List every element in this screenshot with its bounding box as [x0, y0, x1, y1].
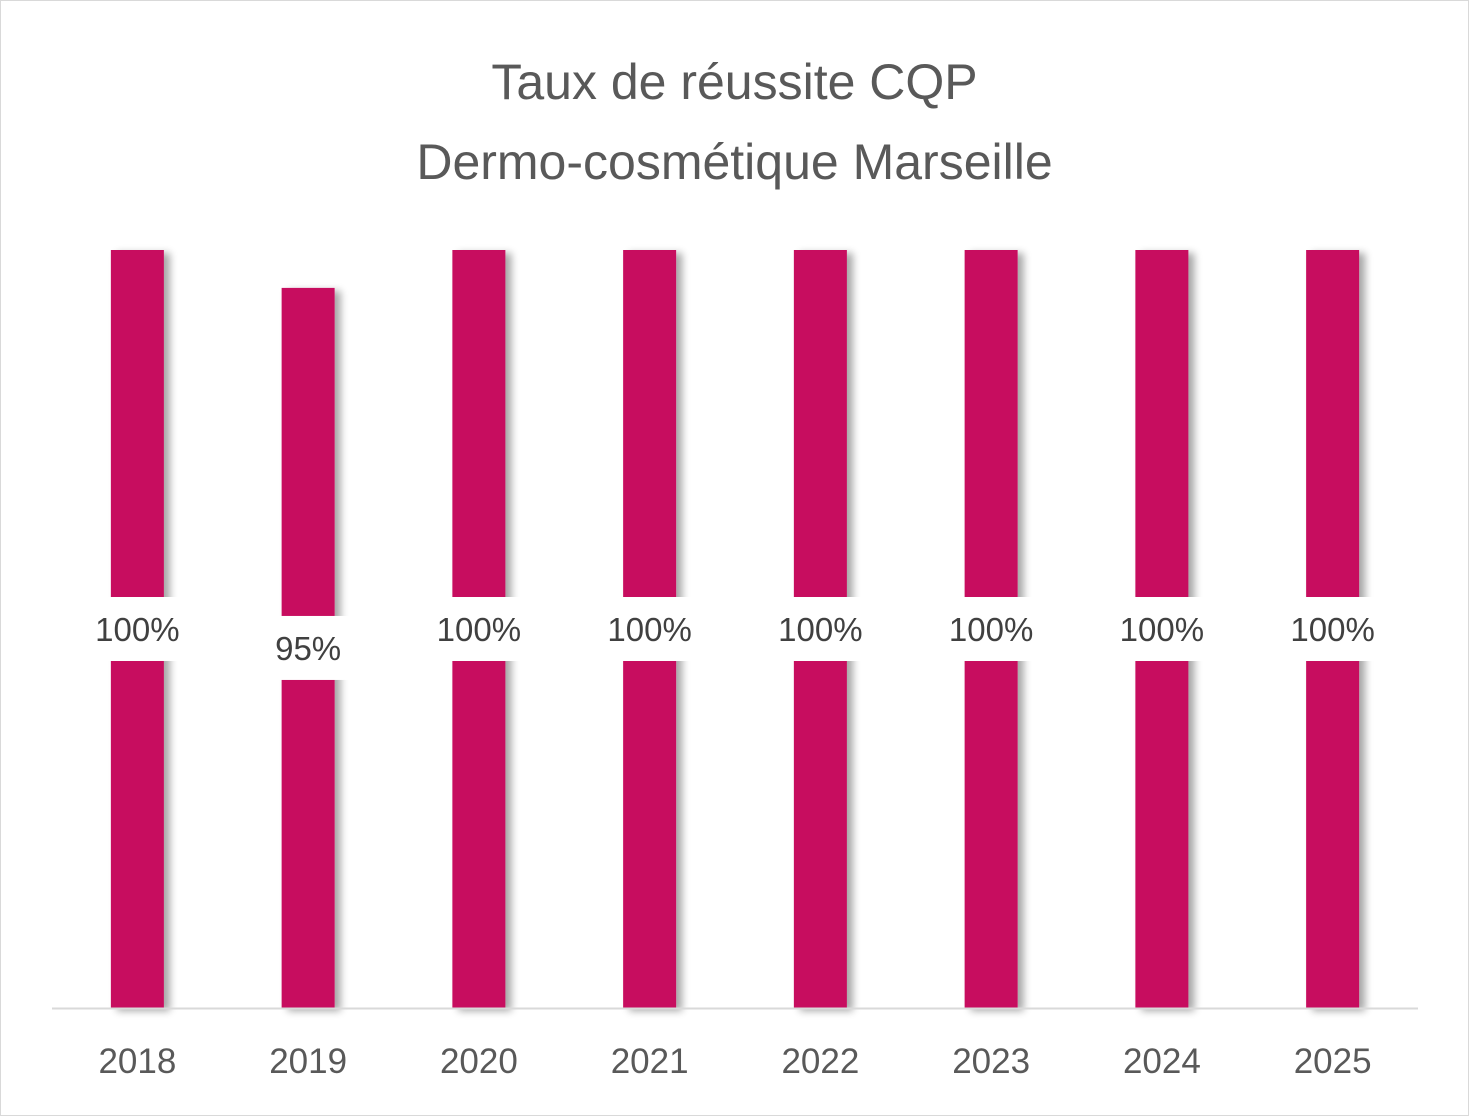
data-label-2022: 100%	[778, 611, 862, 648]
data-label-bg-2019	[258, 615, 359, 680]
chart-subtitle: Dermo-cosmétique Marseille	[416, 134, 1053, 190]
data-label-bg-2025	[1282, 597, 1383, 661]
chart-title-block: Taux de réussite CQP Dermo-cosmétique Ma…	[0, 42, 1469, 202]
data-label-bg-2018	[87, 597, 188, 661]
data-label-2025: 100%	[1290, 611, 1374, 648]
data-label-2019: 95%	[275, 630, 341, 667]
x-tick-label-2019: 2019	[269, 1042, 347, 1081]
data-label-bg-2021	[599, 597, 700, 661]
data-label-bg-2022	[770, 597, 871, 661]
data-label-bg-2020	[428, 597, 529, 661]
x-tick-label-2024: 2024	[1123, 1042, 1201, 1081]
chart-title: Taux de réussite CQP	[491, 54, 978, 110]
x-tick-label-2025: 2025	[1294, 1042, 1372, 1081]
data-label-2024: 100%	[1120, 611, 1204, 648]
x-tick-label-2023: 2023	[952, 1042, 1030, 1081]
data-labels-group: 100% 95% 100% 100% 100% 100% 100% 100%	[87, 597, 1383, 680]
data-label-2023: 100%	[949, 611, 1033, 648]
x-tick-label-2018: 2018	[98, 1042, 176, 1081]
data-label-2021: 100%	[607, 611, 691, 648]
x-tick-label-2021: 2021	[611, 1042, 689, 1081]
x-tick-label-2020: 2020	[440, 1042, 518, 1081]
x-tick-labels-group: 2018 2019 2020 2021 2022 2023 2024 2025	[98, 1042, 1371, 1081]
data-label-2020: 100%	[437, 611, 521, 648]
data-label-2018: 100%	[95, 611, 179, 648]
x-tick-label-2022: 2022	[781, 1042, 859, 1081]
data-label-bg-2024	[1111, 597, 1212, 661]
data-label-bg-2023	[941, 597, 1042, 661]
